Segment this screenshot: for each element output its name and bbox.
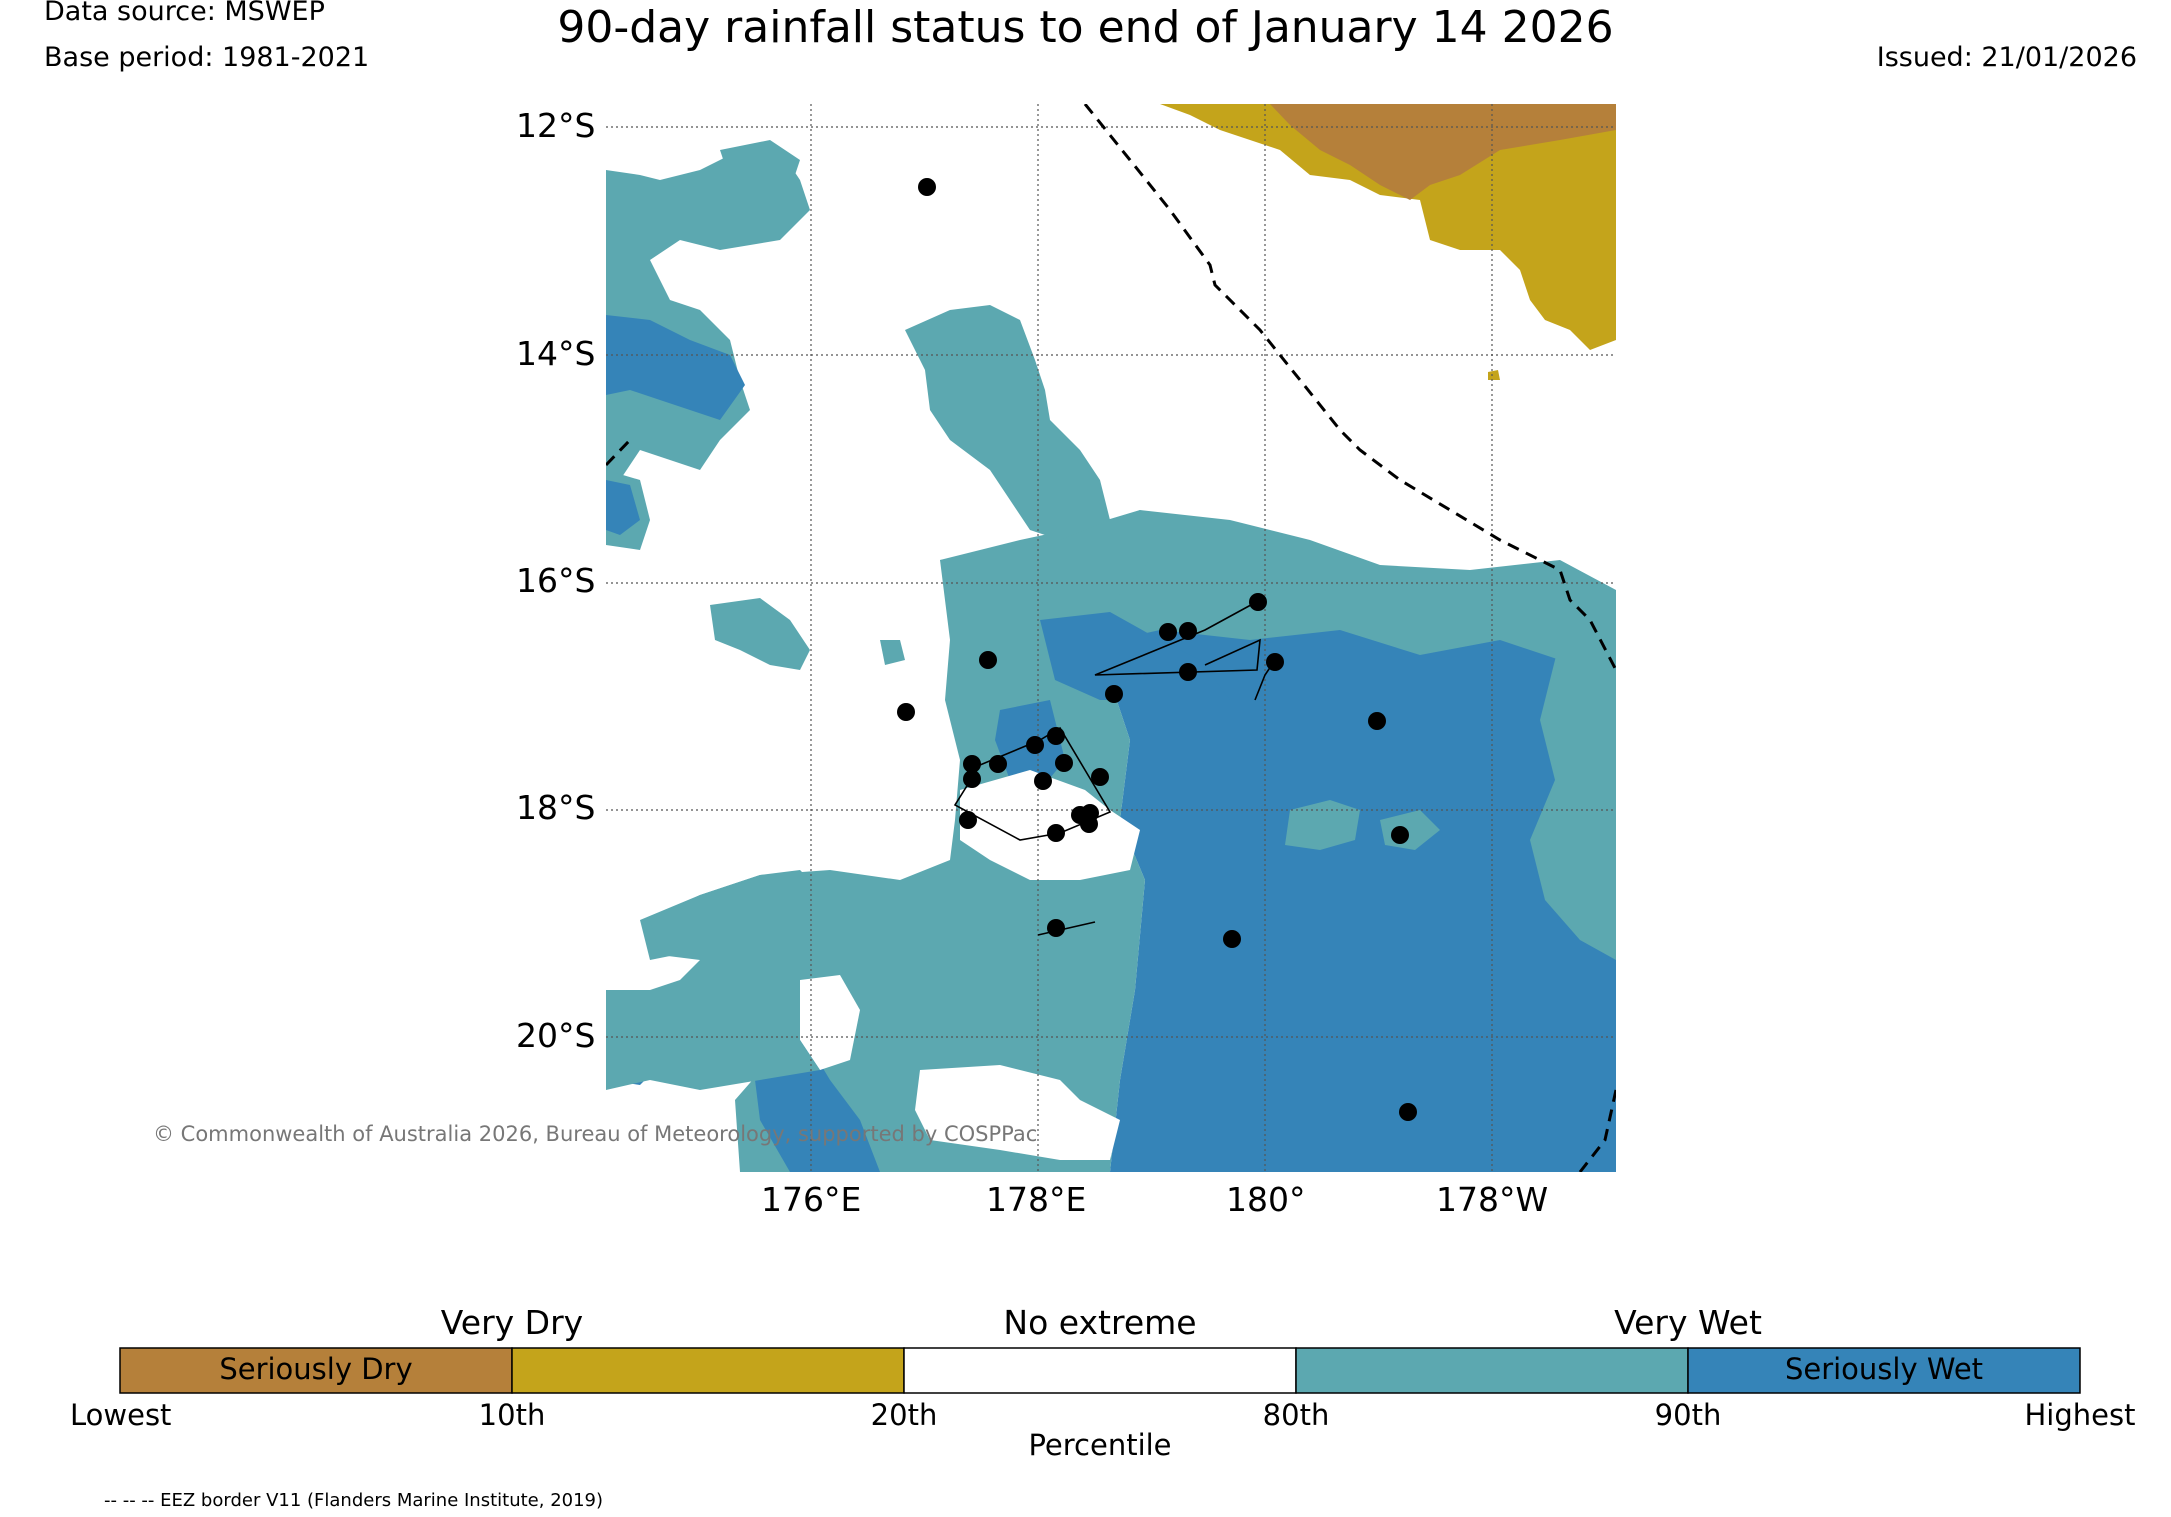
station-marker <box>963 755 981 773</box>
very-wet-region-north-tongue <box>905 305 1110 540</box>
legend-colorbar <box>119 1347 2081 1394</box>
very-wet-patch-west-small <box>880 640 905 665</box>
very-wet-patch-north-west-top <box>720 140 800 190</box>
station-marker <box>1047 727 1065 745</box>
legend-tick-20th: 20th <box>870 1398 938 1432</box>
seriously-wet-region-east <box>1110 600 1616 1172</box>
no-extreme-gap-south <box>800 975 860 1070</box>
very-wet-patch-west-mid <box>710 598 810 670</box>
eez-border <box>606 104 1616 1172</box>
legend-group-label-very-wet: Very Wet <box>1614 1303 1762 1342</box>
station-marker <box>963 770 981 788</box>
page-title: 90-day rainfall status to end of January… <box>557 2 1614 53</box>
station-marker <box>1034 772 1052 790</box>
issued-date-label: Issued: 21/01/2026 <box>1876 42 2137 73</box>
station-marker <box>1047 919 1065 937</box>
lon-label-178w: 178°W <box>1436 1180 1549 1219</box>
lon-label-178e: 178°E <box>986 1180 1087 1219</box>
base-period-label: Base period: 1981-2021 <box>44 42 370 73</box>
station-marker <box>1026 736 1044 754</box>
station-marker <box>1047 824 1065 842</box>
station-marker <box>1249 593 1267 611</box>
legend-axis-label: Percentile <box>1028 1428 1172 1462</box>
legend-segment-label-seriously-wet: Seriously Wet <box>1784 1352 1984 1386</box>
station-marker <box>1368 712 1386 730</box>
very-wet-patch-east-inner <box>1285 800 1360 850</box>
no-extreme-gap-dry-region <box>1320 205 1380 250</box>
legend-segment-label-seriously-dry: Seriously Dry <box>219 1352 413 1386</box>
no-extreme-gap-fiji-center <box>960 770 1140 880</box>
grid-lines <box>606 104 1616 1172</box>
station-marker <box>1399 1103 1417 1121</box>
no-extreme-gap-lau <box>915 1065 1120 1160</box>
station-marker <box>959 811 977 829</box>
seriously-dry-region-north-east <box>1270 104 1616 200</box>
station-marker <box>1105 685 1123 703</box>
lat-label-20s: 20°S <box>516 1016 596 1055</box>
very-dry-patch-small <box>1488 370 1500 380</box>
seriously-wet-patch-left-edge <box>606 480 640 535</box>
legend-group-label-very-dry: Very Dry <box>440 1303 584 1342</box>
very-wet-strip-east-edge <box>1530 630 1616 960</box>
station-marker <box>1159 623 1177 641</box>
legend-tick-lowest: Lowest <box>70 1398 172 1432</box>
lat-label-12s: 12°S <box>516 106 596 145</box>
very-dry-region-north-east <box>1160 104 1616 350</box>
station-marker <box>989 755 1007 773</box>
station-marker <box>1080 815 1098 833</box>
lat-label-18s: 18°S <box>516 788 596 827</box>
legend-tick-90th: 90th <box>1654 1398 1722 1432</box>
legend-tick-10th: 10th <box>478 1398 546 1432</box>
station-marker <box>979 651 997 669</box>
station-marker <box>1391 826 1409 844</box>
station-marker <box>1179 663 1197 681</box>
seriously-wet-patch-north-west <box>606 315 745 420</box>
legend-tick-80th: 80th <box>1262 1398 1330 1432</box>
station-marker <box>1055 754 1073 772</box>
station-marker <box>1223 930 1241 948</box>
station-marker <box>1179 622 1197 640</box>
station-marker <box>918 178 936 196</box>
legend-tick-highest: Highest <box>2024 1398 2136 1432</box>
lat-label-16s: 16°S <box>516 561 596 600</box>
lon-label-180: 180° <box>1226 1180 1306 1219</box>
eez-footnote: -- -- -- EEZ border V11 (Flanders Marine… <box>104 1490 604 1511</box>
station-markers <box>897 178 1417 1121</box>
legend-segment-very-dry <box>511 1347 905 1394</box>
island-outlines <box>953 599 1276 936</box>
lat-label-14s: 14°S <box>516 334 596 373</box>
data-source-label: Data source: MSWEP <box>44 0 325 27</box>
legend-segment-seriously-wet <box>1687 1347 2081 1394</box>
station-marker <box>1091 768 1109 786</box>
station-marker <box>1266 653 1284 671</box>
legend-group-label-no-extreme: No extreme <box>1003 1303 1197 1342</box>
copyright-notice: © Commonwealth of Australia 2026, Bureau… <box>153 1122 1038 1146</box>
legend-segment-no-extreme <box>903 1347 1297 1394</box>
very-wet-region-south-west <box>606 870 830 1090</box>
lon-label-176e: 176°E <box>761 1180 862 1219</box>
legend-segment-very-wet <box>1295 1347 1689 1394</box>
very-wet-region-central <box>640 510 1150 1172</box>
station-marker <box>897 703 915 721</box>
